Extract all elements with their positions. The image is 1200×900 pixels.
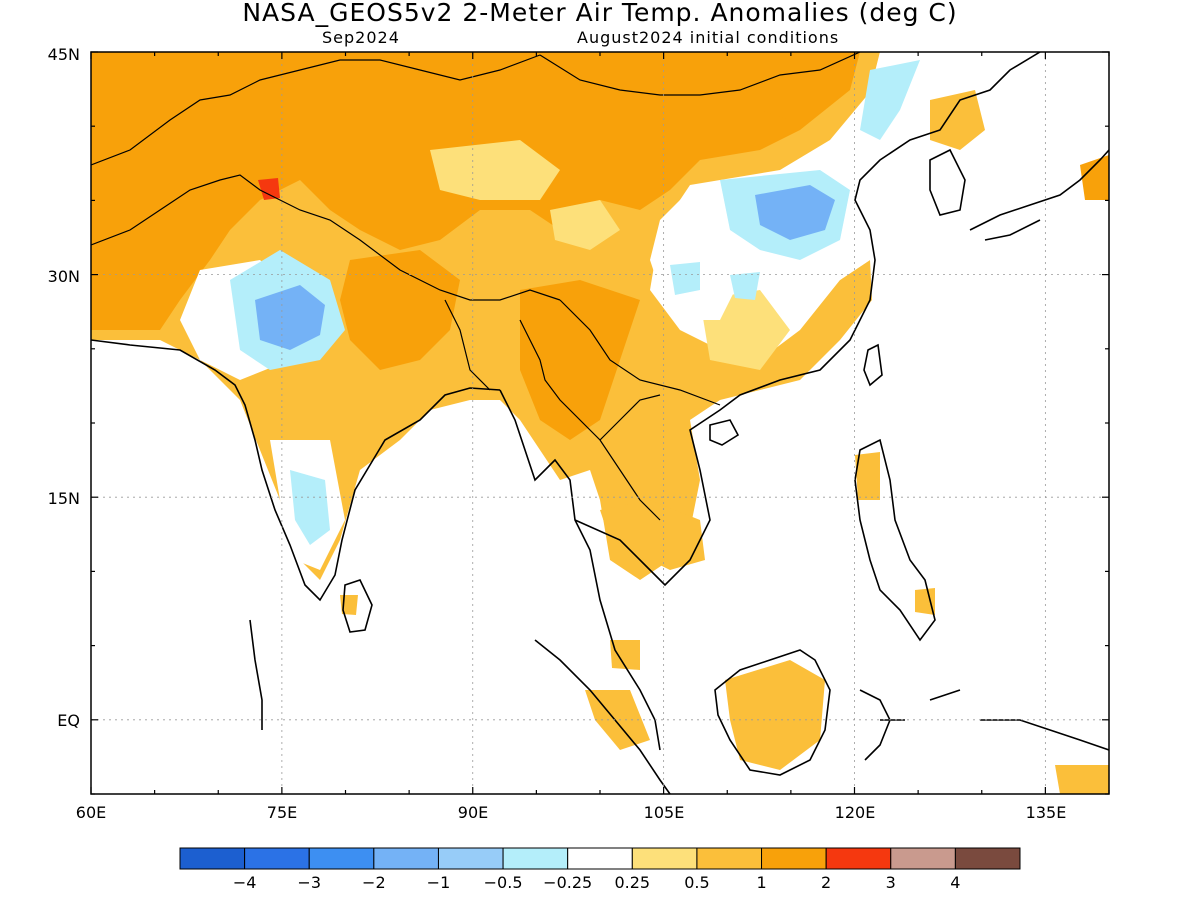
axis-ticks bbox=[90, 51, 1110, 795]
colorbar bbox=[179, 847, 1021, 870]
colorbar-tick-label: 1 bbox=[756, 873, 766, 892]
init-conditions-label: August2024 initial conditions bbox=[577, 28, 840, 47]
lon-label-90e: 90E bbox=[458, 803, 488, 822]
valid-month-label: Sep2024 bbox=[322, 28, 400, 47]
lon-label-75e: 75E bbox=[267, 803, 297, 822]
colorbar-tick-label: −0.5 bbox=[484, 873, 523, 892]
colorbar-swatch bbox=[373, 847, 439, 870]
colorbar-swatch bbox=[696, 847, 763, 870]
colorbar-labels: −4 −3 −2 −1 −0.5 −0.25 0.25 0.5 1 2 3 4 bbox=[233, 873, 961, 892]
colorbar-tick-label: −2 bbox=[362, 873, 386, 892]
colorbar-tick-label: 0.25 bbox=[614, 873, 650, 892]
lon-label-120e: 120E bbox=[835, 803, 876, 822]
colorbar-tick-label: 0.5 bbox=[684, 873, 709, 892]
colorbar-tick-label: 3 bbox=[886, 873, 896, 892]
colorbar-swatch bbox=[179, 847, 246, 870]
colorbar-tick-label: 2 bbox=[821, 873, 831, 892]
colorbar-swatch bbox=[890, 847, 956, 870]
graticule bbox=[91, 52, 1109, 794]
anomaly-shading bbox=[91, 52, 1109, 794]
country-borders bbox=[91, 52, 861, 521]
colorbar-tick-label: −1 bbox=[427, 873, 451, 892]
hainan bbox=[709, 419, 740, 446]
lat-label-15n: 15N bbox=[48, 489, 80, 508]
colorbar-swatch bbox=[244, 847, 310, 870]
philippines bbox=[854, 438, 936, 642]
colorbar-tick-label: 4 bbox=[950, 873, 960, 892]
borneo bbox=[714, 649, 831, 776]
colorbar-tick-label: −3 bbox=[297, 873, 321, 892]
lon-label-135e: 135E bbox=[1026, 803, 1067, 822]
colorbar-swatch bbox=[954, 847, 1021, 870]
taiwan bbox=[863, 343, 883, 387]
colorbar-swatch bbox=[567, 847, 633, 870]
chart-title: NASA_GEOS5v2 2-Meter Air Temp. Anomalies… bbox=[242, 0, 958, 27]
lat-label-45n: 45N bbox=[48, 45, 80, 64]
colorbar-swatch bbox=[825, 847, 892, 870]
lat-label-30n: 30N bbox=[48, 267, 80, 286]
sri-lanka bbox=[342, 579, 373, 633]
colorbar-swatch bbox=[308, 847, 375, 870]
colorbar-swatch bbox=[437, 847, 504, 870]
colorbar-tick-label: −0.25 bbox=[543, 873, 592, 892]
japan bbox=[969, 149, 1109, 241]
korea bbox=[929, 148, 966, 216]
axis-labels: 60E 75E 90E 105E 120E 135E 45N 30N 15N E… bbox=[48, 45, 1067, 822]
colorbar-swatch bbox=[502, 847, 569, 870]
colorbar-swatch bbox=[761, 847, 827, 870]
colorbar-swatch bbox=[631, 847, 698, 870]
coastlines bbox=[91, 52, 1109, 794]
lon-label-60e: 60E bbox=[76, 803, 106, 822]
india-coastline bbox=[91, 339, 501, 602]
colorbar-tick-label: −4 bbox=[233, 873, 257, 892]
lat-label-eq: EQ bbox=[57, 711, 80, 730]
lon-label-105e: 105E bbox=[644, 803, 685, 822]
